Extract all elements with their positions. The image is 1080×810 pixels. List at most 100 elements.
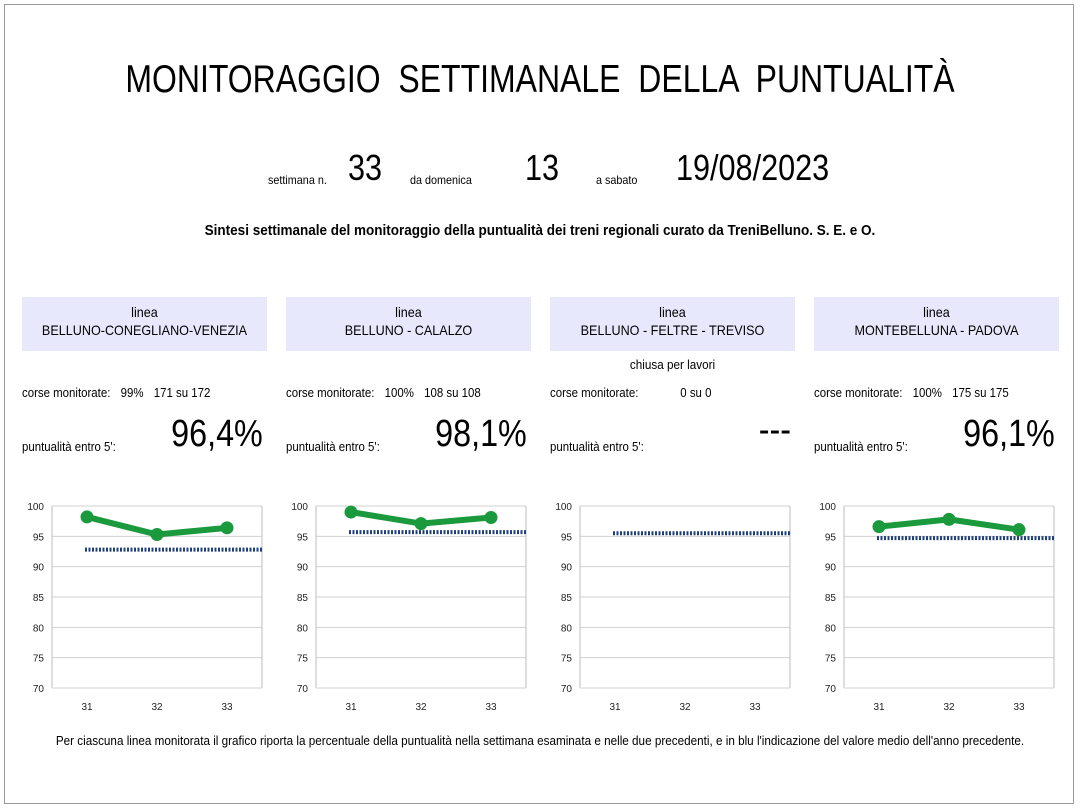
- line-note: chiusa per lavori: [629, 357, 716, 372]
- x-tick-label: 31: [873, 702, 885, 713]
- x-tick-label: 31: [345, 702, 357, 713]
- data-point: [1012, 523, 1026, 537]
- punctuality-chart: 70 75 80 85 90 95 100 31 32 33: [27, 502, 263, 713]
- week-number-label: settimana n.: [268, 173, 327, 187]
- monitored-runs-count: 0 su 0: [680, 385, 712, 400]
- panel-montebelluna-padova: linea MONTEBELLUNA - PADOVA corse monito…: [814, 297, 1059, 455]
- y-tick-label: 80: [825, 623, 837, 634]
- y-tick-label: 100: [555, 502, 572, 513]
- x-tick-label: 32: [679, 702, 691, 713]
- panel-belluno-calalzo: linea BELLUNO - CALALZO corse monitorate…: [286, 297, 531, 455]
- line-note: [826, 357, 1047, 373]
- monitored-runs-percent: 100%: [912, 385, 942, 400]
- start-day-value: 13: [525, 147, 560, 188]
- data-point: [484, 511, 498, 525]
- y-tick-label: 95: [297, 532, 309, 543]
- y-tick-label: 95: [561, 532, 573, 543]
- x-tick-label: 32: [943, 702, 955, 713]
- line-name: BELLUNO - CALALZO: [344, 322, 473, 338]
- monitored-runs: corse monitorate: 100% 108 su 108: [286, 385, 488, 400]
- data-point: [220, 521, 234, 535]
- y-tick-label: 95: [825, 532, 837, 543]
- y-tick-label: 80: [33, 623, 45, 634]
- panel-belluno-feltre-treviso: linea BELLUNO - FELTRE - TREVISO chiusa …: [550, 297, 795, 454]
- monitored-runs-percent: 100%: [384, 385, 414, 400]
- line-name: MONTEBELLUNA - PADOVA: [854, 322, 1019, 338]
- x-tick-label: 32: [151, 702, 163, 713]
- y-tick-label: 70: [825, 684, 837, 695]
- y-tick-label: 95: [33, 532, 45, 543]
- punctuality-value: 96,1%: [963, 413, 1055, 455]
- punctuality-label: puntualità entro 5':: [286, 439, 380, 454]
- monitored-runs: corse monitorate: 99% 171 su 172: [22, 385, 217, 400]
- y-tick-label: 85: [561, 593, 573, 604]
- chart-belluno-feltre-treviso: 70 75 80 85 90 95 100 31 32 33: [550, 498, 795, 720]
- page-title: MONITORAGGIO SETTIMANALE DELLA PUNTUALIT…: [125, 58, 955, 101]
- y-tick-label: 85: [33, 593, 45, 604]
- x-tick-label: 33: [485, 702, 497, 713]
- x-tick-label: 31: [609, 702, 621, 713]
- y-tick-label: 70: [297, 684, 309, 695]
- footer-note: Per ciascuna linea monitorata il grafico…: [55, 733, 1025, 748]
- y-tick-label: 70: [33, 684, 45, 695]
- monitored-runs-percent: 99%: [120, 385, 144, 400]
- monitored-runs-label: corse monitorate:: [550, 385, 639, 400]
- page-frame: [4, 4, 1074, 804]
- data-point: [872, 520, 886, 534]
- panel-header: linea BELLUNO - CALALZO: [286, 297, 531, 351]
- panel-header: linea BELLUNO-CONEGLIANO-VENEZIA: [22, 297, 267, 351]
- panel-belluno-conegliano-venezia: linea BELLUNO-CONEGLIANO-VENEZIA corse m…: [22, 297, 267, 455]
- y-tick-label: 75: [297, 654, 309, 665]
- line-note: [34, 357, 255, 373]
- y-tick-label: 90: [561, 563, 573, 574]
- y-tick-label: 90: [33, 563, 45, 574]
- linea-label: linea: [923, 304, 950, 320]
- x-tick-label: 31: [81, 702, 93, 713]
- punctuality-value: ---: [758, 409, 791, 451]
- y-tick-label: 75: [561, 654, 573, 665]
- punctuality-chart: 70 75 80 85 90 95 100 31 32 33: [819, 502, 1055, 713]
- y-tick-label: 80: [561, 623, 573, 634]
- start-day-label: da domenica: [410, 173, 472, 187]
- data-point: [344, 505, 358, 519]
- line-note: [298, 357, 519, 373]
- end-day-label: a sabato: [596, 173, 638, 187]
- monitored-runs: corse monitorate: 100% 175 su 175: [814, 385, 1016, 400]
- x-tick-label: 33: [221, 702, 233, 713]
- y-tick-label: 80: [297, 623, 309, 634]
- data-point: [80, 510, 94, 524]
- punctuality-chart: 70 75 80 85 90 95 100 31 32 33: [291, 502, 527, 713]
- punctuality-value: 96,4%: [171, 413, 263, 455]
- punctuality-value: 98,1%: [435, 413, 527, 455]
- monitored-runs-count: 175 su 175: [952, 385, 1009, 400]
- line-name: BELLUNO-CONEGLIANO-VENEZIA: [41, 322, 248, 338]
- linea-label: linea: [659, 304, 686, 320]
- y-tick-label: 75: [825, 654, 837, 665]
- monitored-runs-label: corse monitorate:: [22, 385, 111, 400]
- data-point: [942, 512, 956, 526]
- y-tick-label: 100: [291, 502, 308, 513]
- chart-belluno-calalzo: 70 75 80 85 90 95 100 31 32 33: [286, 498, 531, 720]
- x-tick-label: 32: [415, 702, 427, 713]
- y-tick-label: 85: [825, 593, 837, 604]
- monitored-runs-label: corse monitorate:: [286, 385, 375, 400]
- week-number-value: 33: [348, 147, 383, 188]
- y-tick-label: 90: [297, 563, 309, 574]
- report-subtitle: Sintesi settimanale del monitoraggio del…: [204, 222, 876, 239]
- x-tick-label: 33: [749, 702, 761, 713]
- punctuality-label: puntualità entro 5':: [22, 439, 116, 454]
- monitored-runs-label: corse monitorate:: [814, 385, 903, 400]
- punctuality-label: puntualità entro 5':: [814, 439, 908, 454]
- y-tick-label: 70: [561, 684, 573, 695]
- panel-header: linea BELLUNO - FELTRE - TREVISO: [550, 297, 795, 351]
- chart-belluno-conegliano-venezia: 70 75 80 85 90 95 100 31 32 33: [22, 498, 267, 720]
- monitored-runs-count: 108 su 108: [424, 385, 481, 400]
- line-name: BELLUNO - FELTRE - TREVISO: [580, 322, 765, 338]
- y-tick-label: 75: [33, 654, 45, 665]
- monitored-runs-count: 171 su 172: [153, 385, 211, 400]
- y-tick-label: 90: [825, 563, 837, 574]
- y-tick-label: 85: [297, 593, 309, 604]
- end-day-value: 19/08/2023: [676, 147, 830, 188]
- linea-label: linea: [395, 304, 422, 320]
- data-point: [414, 517, 428, 531]
